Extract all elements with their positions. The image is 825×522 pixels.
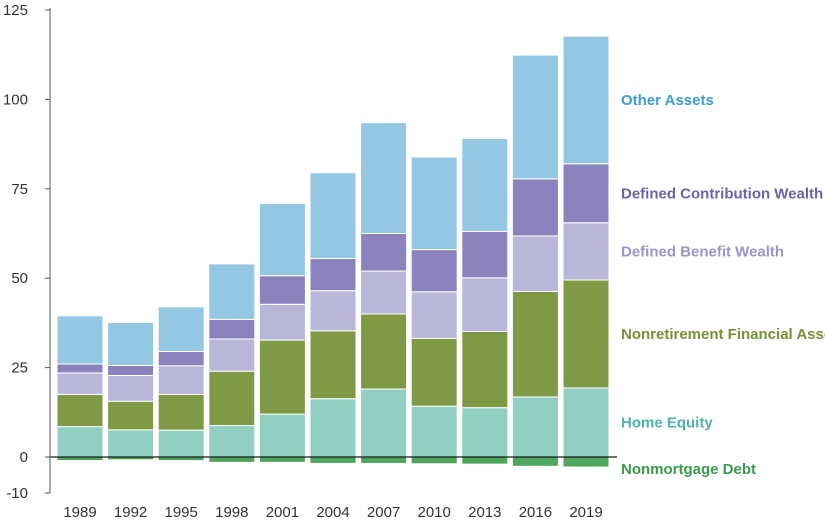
bar-segment-other-assets-2016	[511, 54, 559, 180]
bar-segment-defined-benefit-wealth-2004	[309, 290, 357, 332]
bar-segment-nonretirement-financial-assets-1998	[208, 370, 256, 427]
bar-segment-home-equity-2004	[309, 398, 357, 458]
bar-segment-other-assets-1992	[107, 322, 155, 366]
bar-segment-defined-contribution-wealth-2010	[410, 249, 458, 293]
bar-segment-defined-benefit-wealth-2010	[410, 291, 458, 339]
bar-segment-nonmortgage-debt-2004	[309, 456, 357, 464]
x-tick-label-1989: 1989	[63, 504, 96, 521]
bar-segment-nonretirement-financial-assets-2004	[309, 330, 357, 400]
bar-segment-other-assets-2004	[309, 172, 357, 260]
y-tick-label-25: 25	[11, 360, 28, 377]
series-label-defined-contribution-wealth: Defined Contribution Wealth	[621, 185, 823, 202]
bar-segment-nonmortgage-debt-2019	[562, 456, 610, 468]
bar-segment-nonmortgage-debt-2013	[461, 456, 509, 465]
x-tick-label-2007: 2007	[367, 504, 400, 521]
bar-segment-other-assets-2010	[410, 156, 458, 251]
bar-segment-nonretirement-financial-assets-2016	[511, 290, 559, 398]
bar-segment-nonretirement-financial-assets-2001	[258, 339, 306, 415]
bar-segment-defined-contribution-wealth-2019	[562, 163, 610, 224]
bar-segment-home-equity-1992	[107, 429, 155, 458]
y-tick-label--10: -10	[6, 485, 28, 502]
bar-segment-defined-contribution-wealth-2001	[258, 275, 306, 305]
bar-segment-home-equity-1995	[157, 429, 205, 458]
x-tick-label-1998: 1998	[215, 504, 248, 521]
x-tick-label-2010: 2010	[418, 504, 451, 521]
bar-segment-nonmortgage-debt-2010	[410, 456, 458, 465]
series-label-home-equity: Home Equity	[621, 414, 713, 431]
bar-segment-other-assets-1995	[157, 306, 205, 353]
x-tick-label-2013: 2013	[468, 504, 501, 521]
axes-layer: 1989 1992 1995 1998 2001 2004 2007 2010 2013 2016…	[3, 2, 617, 521]
bar-segment-home-equity-2013	[461, 407, 509, 458]
y-tick-label-50: 50	[11, 270, 28, 287]
bar-segment-defined-contribution-wealth-1995	[157, 351, 205, 367]
bar-segment-defined-contribution-wealth-2013	[461, 230, 509, 279]
bar-segment-defined-benefit-wealth-2001	[258, 303, 306, 341]
bars-layer	[56, 35, 610, 468]
bar-segment-defined-contribution-wealth-2004	[309, 258, 357, 292]
series-label-defined-benefit-wealth: Defined Benefit Wealth	[621, 243, 784, 260]
series-labels-layer: Other Assets Defined Contribution Wealth D…	[621, 92, 825, 478]
series-label-other-assets: Other Assets	[621, 92, 714, 109]
bar-segment-other-assets-1998	[208, 263, 256, 320]
bar-segment-defined-contribution-wealth-1998	[208, 318, 256, 340]
bar-segment-nonretirement-financial-assets-2013	[461, 330, 509, 409]
y-tick-label-75: 75	[11, 181, 28, 198]
bar-segment-other-assets-2019	[562, 35, 610, 165]
bar-segment-home-equity-1998	[208, 425, 256, 458]
x-tick-label-1995: 1995	[165, 504, 198, 521]
bar-segment-nonretirement-financial-assets-1989	[56, 393, 104, 428]
bar-segment-nonretirement-financial-assets-2010	[410, 337, 458, 407]
bar-segment-home-equity-2019	[562, 387, 610, 458]
bar-segment-other-assets-1989	[56, 315, 104, 365]
bar-segment-home-equity-2010	[410, 405, 458, 458]
bar-segment-home-equity-2001	[258, 413, 306, 458]
bar-segment-nonmortgage-debt-2016	[511, 456, 559, 467]
bar-segment-nonmortgage-debt-1998	[208, 456, 256, 463]
bar-segment-nonretirement-financial-assets-2007	[360, 313, 408, 390]
bar-segment-other-assets-2001	[258, 202, 306, 277]
bar-segment-home-equity-1989	[56, 426, 104, 458]
bar-segment-defined-contribution-wealth-2007	[360, 233, 408, 272]
bar-segment-defined-benefit-wealth-1989	[56, 372, 104, 395]
bar-segment-defined-benefit-wealth-2019	[562, 222, 610, 281]
bar-segment-nonmortgage-debt-2007	[360, 456, 408, 464]
bar-segment-defined-contribution-wealth-2016	[511, 178, 559, 237]
bar-segment-other-assets-2007	[360, 122, 408, 234]
bar-segment-defined-benefit-wealth-2007	[360, 270, 408, 315]
series-label-nonretirement-financial-assets: Nonretirement Financial Assets	[621, 326, 825, 343]
bar-segment-home-equity-2016	[511, 396, 559, 458]
x-tick-label-2016: 2016	[519, 504, 552, 521]
bar-segment-nonmortgage-debt-2001	[258, 456, 306, 463]
bar-segment-nonretirement-financial-assets-1995	[157, 393, 205, 431]
bar-segment-defined-benefit-wealth-1995	[157, 365, 205, 395]
bar-segment-defined-contribution-wealth-1989	[56, 363, 104, 374]
bar-segment-defined-benefit-wealth-2016	[511, 235, 559, 292]
bar-segment-defined-contribution-wealth-1992	[107, 364, 155, 376]
bar-segment-nonretirement-financial-assets-2019	[562, 279, 610, 389]
y-tick-label-100: 100	[3, 91, 28, 108]
bar-segment-defined-benefit-wealth-1998	[208, 338, 256, 372]
y-tick-label-125: 125	[3, 2, 28, 19]
series-label-nonmortgage-debt: Nonmortgage Debt	[621, 461, 756, 478]
x-tick-label-2004: 2004	[316, 504, 349, 521]
x-tick-label-1992: 1992	[114, 504, 147, 521]
bar-segment-other-assets-2013	[461, 137, 509, 232]
y-tick-label-0: 0	[20, 449, 28, 466]
bar-segment-home-equity-2007	[360, 388, 408, 458]
x-tick-label-2019: 2019	[569, 504, 602, 521]
bar-segment-defined-benefit-wealth-2013	[461, 277, 509, 332]
bar-segment-defined-benefit-wealth-1992	[107, 374, 155, 402]
x-tick-label-2001: 2001	[266, 504, 299, 521]
bar-segment-nonretirement-financial-assets-1992	[107, 400, 155, 431]
